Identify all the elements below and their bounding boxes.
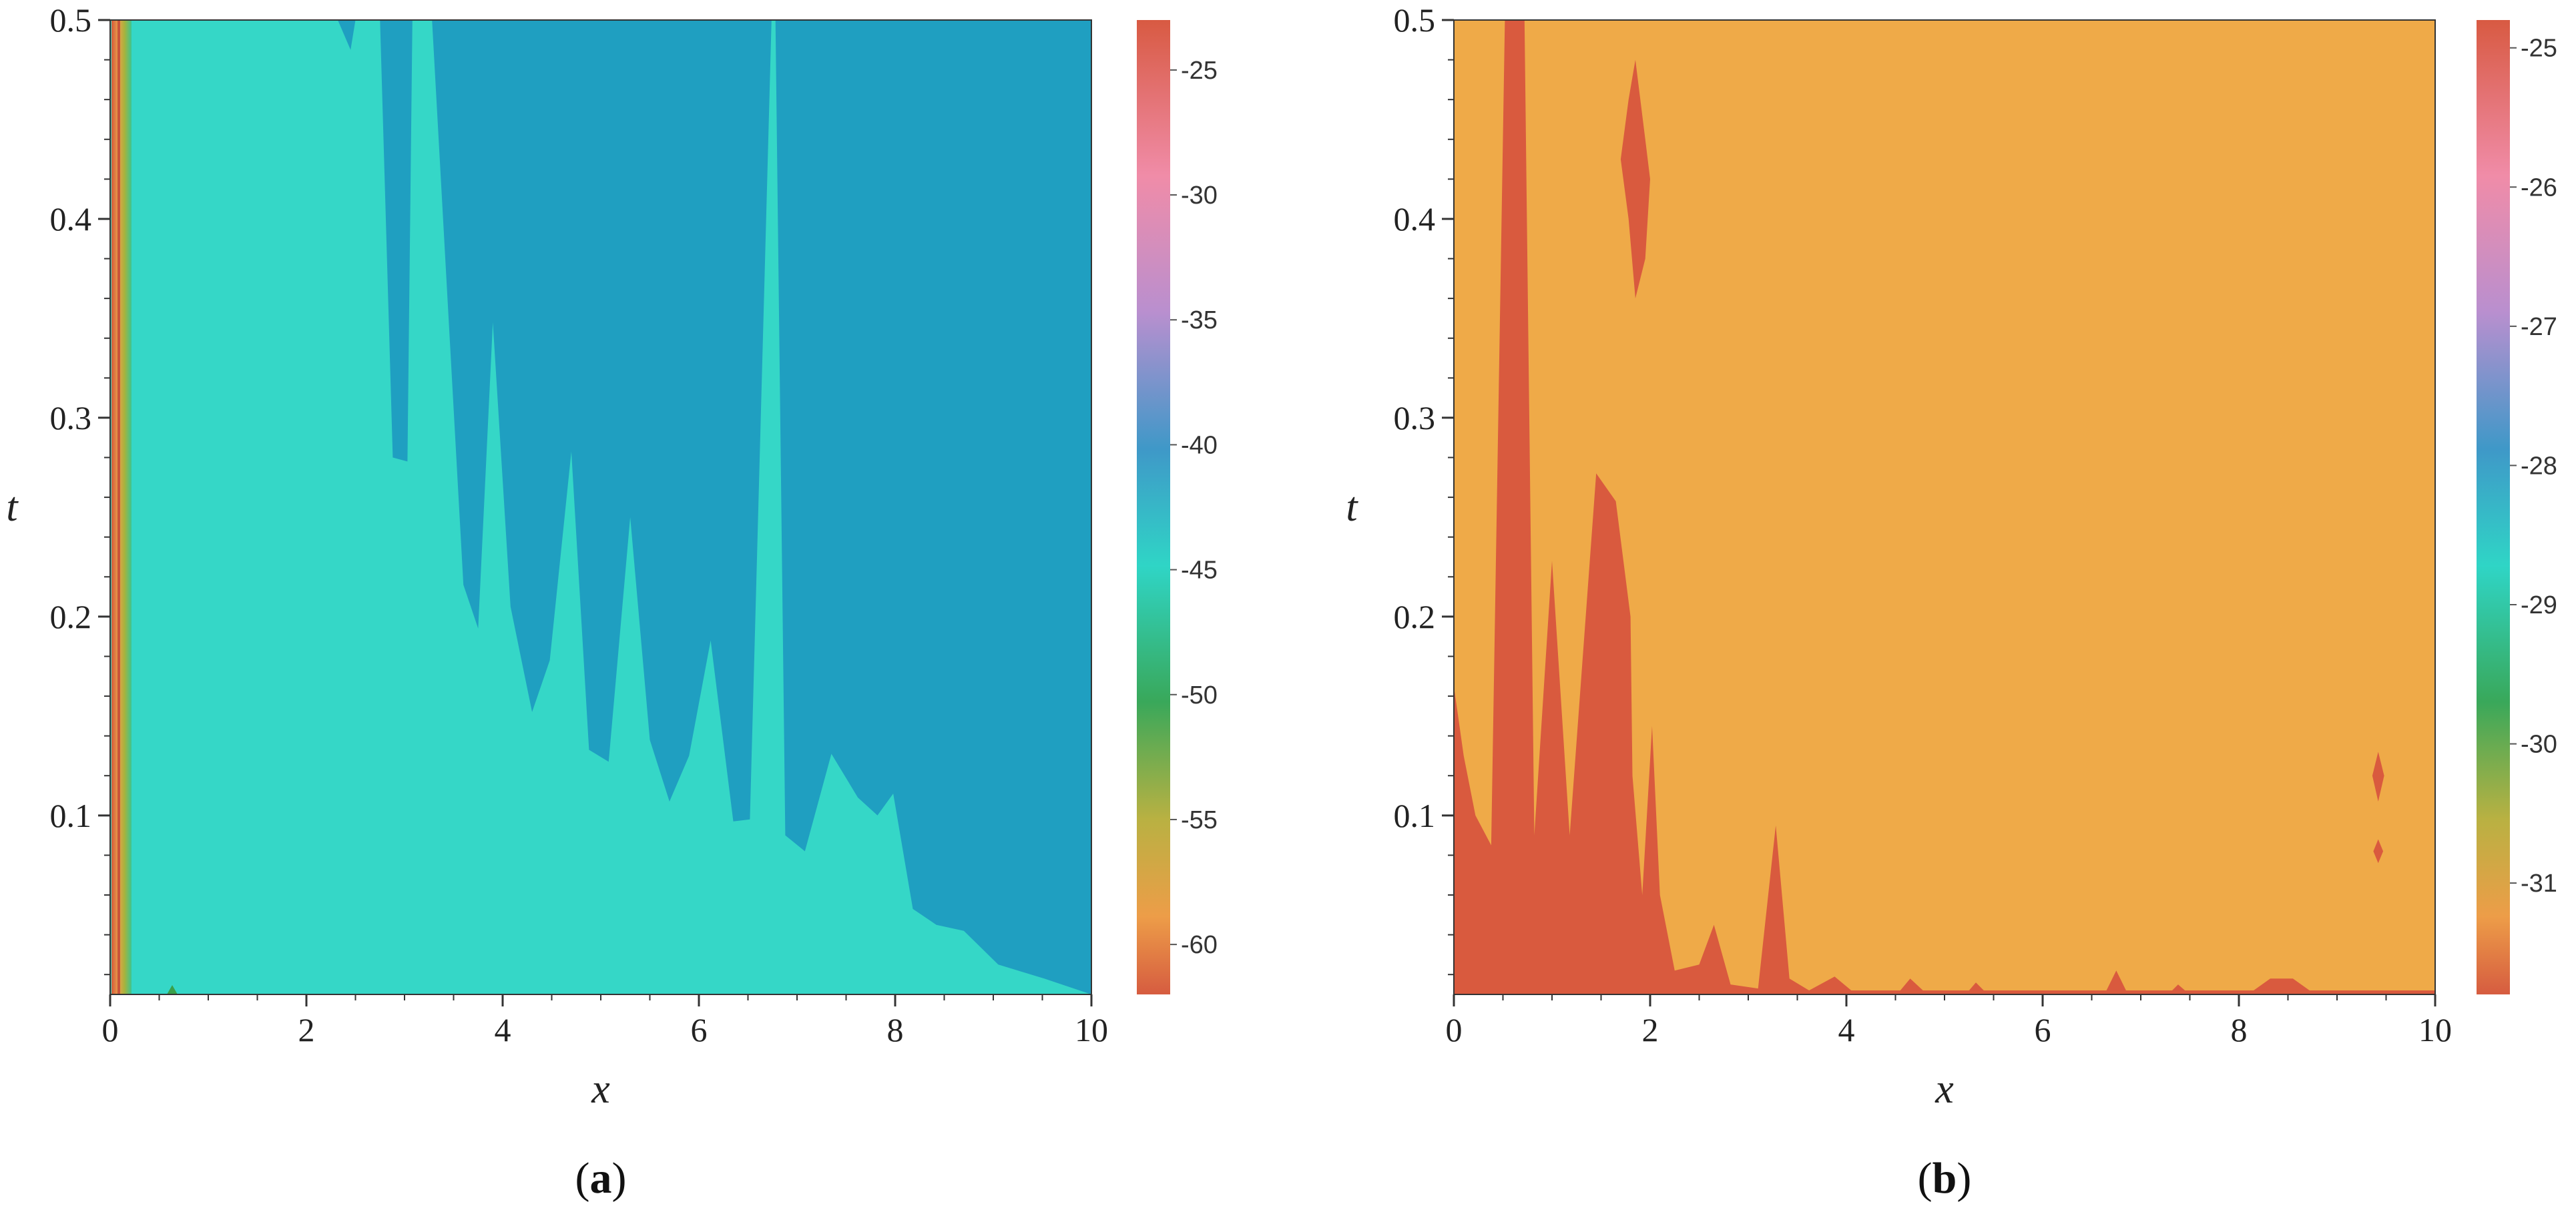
- panel-b-ytick-label: 0.4: [1394, 200, 1436, 238]
- panel-b-colorbar-bar: [2477, 20, 2510, 994]
- panel-a-blue-region: [338, 20, 1091, 994]
- panel-a-colorbar-tick-label: -35: [1181, 306, 1218, 334]
- panel-a-xlabel: x: [591, 1067, 610, 1112]
- panel-a-ytick-label: 0.4: [50, 200, 92, 238]
- panel-b-xlabel: x: [1935, 1067, 1954, 1112]
- panel-a-xtick-label: 4: [495, 1011, 511, 1048]
- panel-b-plot-area: [1453, 19, 2436, 995]
- panel-a-ylabel: t: [6, 485, 19, 530]
- panel-b-xtick-label: 10: [2418, 1011, 2452, 1048]
- panel-b-caption-label: b: [1933, 1154, 1957, 1203]
- panel-a-xtick-label: 10: [1075, 1011, 1108, 1048]
- panel-b-colorbar-tick-label: -28: [2521, 452, 2557, 480]
- panel-b-red-region-main: [1454, 20, 2435, 994]
- panel-b-colorbar-ticks: -25 -26 -27 -28 -29 -30 -31: [2510, 35, 2557, 898]
- panel-a-xtick-label: 8: [887, 1011, 904, 1048]
- panel-a-xtick-label: 6: [691, 1011, 708, 1048]
- panel-b-colorbar-tick-label: -29: [2521, 591, 2557, 619]
- panel-a-ytick-label: 0.1: [50, 797, 92, 834]
- panel-a-ytick-label: 0.2: [50, 598, 92, 635]
- panel-b-red-region-spot-upper: [2372, 751, 2384, 802]
- panel-b-colorbar-tick-label: -27: [2521, 313, 2557, 341]
- panel-b-xtick-label: 8: [2231, 1011, 2248, 1048]
- panel-b-red-region-spot-lower: [2373, 839, 2384, 864]
- panel-b-xtick-label: 0: [1446, 1011, 1463, 1048]
- panel-a-xtick-label: 2: [298, 1011, 315, 1048]
- panel-a-caption-label: a: [590, 1154, 612, 1203]
- panel-a-ytick-label: 0.5: [50, 1, 92, 39]
- panel-b-ytick-label: 0.2: [1394, 598, 1436, 635]
- panel-b-xtick-label: 4: [1838, 1011, 1855, 1048]
- panel-b-colorbar: [2477, 20, 2510, 994]
- panel-b-colorbar-tick-label: -25: [2521, 35, 2557, 63]
- panel-a-colorbar-ticks: -25 -30 -35 -40 -45 -50 -55 -60: [1170, 57, 1218, 959]
- panel-b-xtick-label: 2: [1642, 1011, 1659, 1048]
- panel-b-ylabel: t: [1346, 485, 1358, 530]
- panel-a-left-edge-band: [111, 20, 132, 994]
- panel-a-ytick-label: 0.3: [50, 399, 92, 436]
- panel-b-xtick-label: 6: [2035, 1011, 2051, 1048]
- panel-b-colorbar-tick-label: -26: [2521, 174, 2557, 202]
- panel-b-ytick-label: 0.3: [1394, 399, 1436, 436]
- panel-a-colorbar-tick-label: -45: [1181, 557, 1218, 585]
- panel-a-green-spot: [167, 985, 178, 994]
- panel-a-xtick-label: 0: [102, 1011, 119, 1048]
- panel-a: 0 2 4 6 8 100.10.20.30.40.5 x t -25-30-35-40-…: [6, 1, 1218, 1203]
- panel-a-colorbar-tick-label: -55: [1181, 806, 1218, 834]
- panel-a-colorbar-tick-label: -40: [1181, 431, 1218, 459]
- panel-b-ytick-label: 0.5: [1394, 1, 1436, 39]
- panel-b-red-region-island: [1620, 59, 1650, 299]
- panel-a-colorbar-tick-label: -30: [1181, 182, 1218, 210]
- panel-a-plot-area: [109, 19, 1092, 995]
- panel-b-axes: 0 2 4 6 8 10 0.1 0.2 0.3 0.4 0.5: [1394, 1, 2453, 1048]
- panel-b-caption: (b): [1918, 1154, 1972, 1203]
- panel-b-colorbar-tick-label: -31: [2521, 870, 2557, 898]
- panel-a-colorbar-tick-label: -60: [1181, 931, 1218, 959]
- panel-a-colorbar: [1137, 20, 1170, 994]
- panel-b-ytick-label: 0.1: [1394, 797, 1436, 834]
- panel-a-colorbar-bar: [1137, 20, 1170, 994]
- panel-a-caption: (a): [575, 1154, 627, 1203]
- panel-a-colorbar-tick-label: -25: [1181, 57, 1218, 85]
- panel-b: 0 2 4 6 8 100.10.20.30.40.5 x t -25-26-27-28-…: [1346, 1, 2557, 1203]
- panel-a-colorbar-tick-label: -50: [1181, 681, 1218, 709]
- panel-a-axes: 0 2 4 6 8 10 0.1 0.2 0.3 0.4 0.5: [50, 1, 1109, 1048]
- panel-b-colorbar-tick-label: -30: [2521, 731, 2557, 759]
